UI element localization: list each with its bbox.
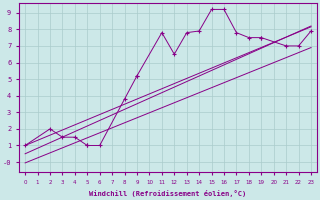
X-axis label: Windchill (Refroidissement éolien,°C): Windchill (Refroidissement éolien,°C): [90, 190, 247, 197]
